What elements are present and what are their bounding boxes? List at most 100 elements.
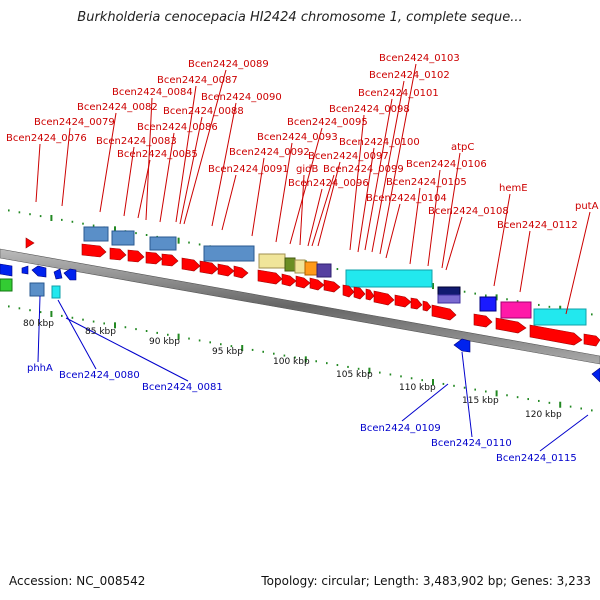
leader-line	[493, 193, 511, 287]
gene-label: Bcen2424_0087	[157, 75, 238, 86]
gene-arrow	[495, 317, 527, 334]
feature-box	[316, 263, 332, 278]
gene-label: Bcen2424_0092	[229, 147, 310, 158]
feature-box	[533, 308, 587, 326]
tick-mark	[8, 305, 10, 308]
tick-mark	[591, 409, 593, 412]
gene-arrow	[31, 265, 47, 278]
tick-mark	[336, 268, 339, 271]
tick-mark	[145, 234, 148, 237]
gene-arrow	[127, 249, 145, 263]
feature-box	[203, 245, 255, 262]
gene-label: Bcen2424_0084	[112, 87, 193, 98]
reverse-leader-lines	[37, 295, 589, 452]
gene-arrow	[217, 263, 235, 277]
leader-line	[221, 174, 237, 231]
tick-mark	[135, 328, 137, 331]
tick-mark	[495, 294, 498, 301]
tick-mark	[82, 318, 84, 321]
tick-mark	[538, 303, 540, 306]
gene-label: Bcen2424_0081	[142, 382, 223, 393]
gene-label: Bcen2424_0097	[308, 151, 389, 162]
tick-mark	[29, 213, 31, 216]
gene-label: Bcen2424_0085	[117, 149, 198, 160]
gene-label: Bcen2424_0112	[497, 220, 578, 231]
gene-label: Bcen2424_0109	[360, 423, 441, 434]
tick-mark	[8, 209, 10, 212]
scale-label: 80 kbp	[23, 319, 54, 329]
leader-line	[65, 317, 189, 382]
gene-arrow	[473, 313, 493, 328]
chromosome-backbone	[0, 248, 600, 365]
tick-mark	[548, 401, 551, 404]
forward-leader-lines	[35, 63, 591, 315]
tick-mark	[506, 394, 508, 397]
tick-mark	[188, 241, 190, 244]
feature-box	[0, 278, 13, 292]
feature-box	[149, 236, 177, 251]
gene-label: Bcen2424_0093	[257, 132, 338, 143]
tick-mark	[177, 333, 180, 340]
scale-label: 85 kbp	[85, 327, 116, 337]
tick-mark	[357, 367, 360, 370]
tick-mark	[124, 326, 127, 329]
tick-mark	[506, 298, 508, 301]
tick-mark	[18, 211, 21, 214]
gene-label: Bcen2424_0100	[339, 137, 420, 148]
gene-label: Bcen2424_0110	[431, 438, 512, 449]
scale-label: 105 kbp	[336, 370, 373, 380]
gene-arrow	[295, 275, 311, 289]
leader-line	[445, 216, 463, 271]
gene-arrow	[353, 286, 366, 300]
gene-label: Bcen2424_0099	[323, 164, 404, 175]
gene-arrow	[233, 265, 249, 279]
tick-mark	[114, 322, 116, 329]
tick-mark	[527, 398, 529, 401]
gene-arrow	[0, 263, 13, 277]
feature-box	[437, 294, 461, 304]
gene-arrow	[309, 277, 325, 291]
gene-arrow	[181, 257, 201, 272]
gene-label: Bcen2424_0083	[96, 136, 177, 147]
feature-box	[304, 261, 318, 276]
tick-mark	[273, 352, 275, 355]
leader-line	[539, 414, 589, 452]
leader-line	[57, 299, 97, 370]
tick-mark	[347, 365, 349, 368]
gene-arrow	[161, 253, 179, 267]
gene-label: Bcen2424_0102	[369, 70, 450, 81]
reverse-arrows	[0, 263, 600, 383]
leader-line	[317, 161, 341, 247]
gene-label: Bcen2424_0079	[34, 117, 115, 128]
feature-box	[51, 285, 61, 299]
gene-arrow	[422, 300, 432, 312]
leader-line	[371, 80, 405, 253]
tick-mark	[29, 309, 31, 312]
gene-label: Bcen2424_0104	[366, 193, 447, 204]
leader-line	[441, 152, 461, 269]
gene-arrow	[53, 268, 63, 280]
leader-line	[275, 142, 293, 243]
tick-mark	[432, 379, 434, 386]
feature-box	[258, 253, 286, 269]
feature-box	[29, 282, 45, 297]
tick-mark	[379, 371, 381, 374]
leader-line	[379, 63, 417, 255]
gene-arrow	[81, 243, 107, 258]
tick-mark	[559, 401, 562, 408]
tick-mark	[61, 218, 63, 221]
tick-mark	[463, 290, 466, 293]
tick-mark	[177, 237, 180, 244]
tick-mark	[188, 337, 190, 340]
tick-mark	[92, 320, 95, 323]
leader-line	[61, 127, 71, 207]
leader-line	[364, 98, 393, 251]
tick-mark	[516, 300, 519, 303]
gene-label: Bcen2424_0108	[428, 206, 509, 217]
accession-text: Accession: NC_008542	[9, 574, 146, 588]
reverse-feature-boxes	[0, 278, 61, 299]
gene-label: hemE	[499, 183, 528, 194]
tick-mark	[463, 386, 466, 389]
tick-mark	[103, 322, 105, 325]
gene-label: Bcen2424_0101	[358, 88, 439, 99]
